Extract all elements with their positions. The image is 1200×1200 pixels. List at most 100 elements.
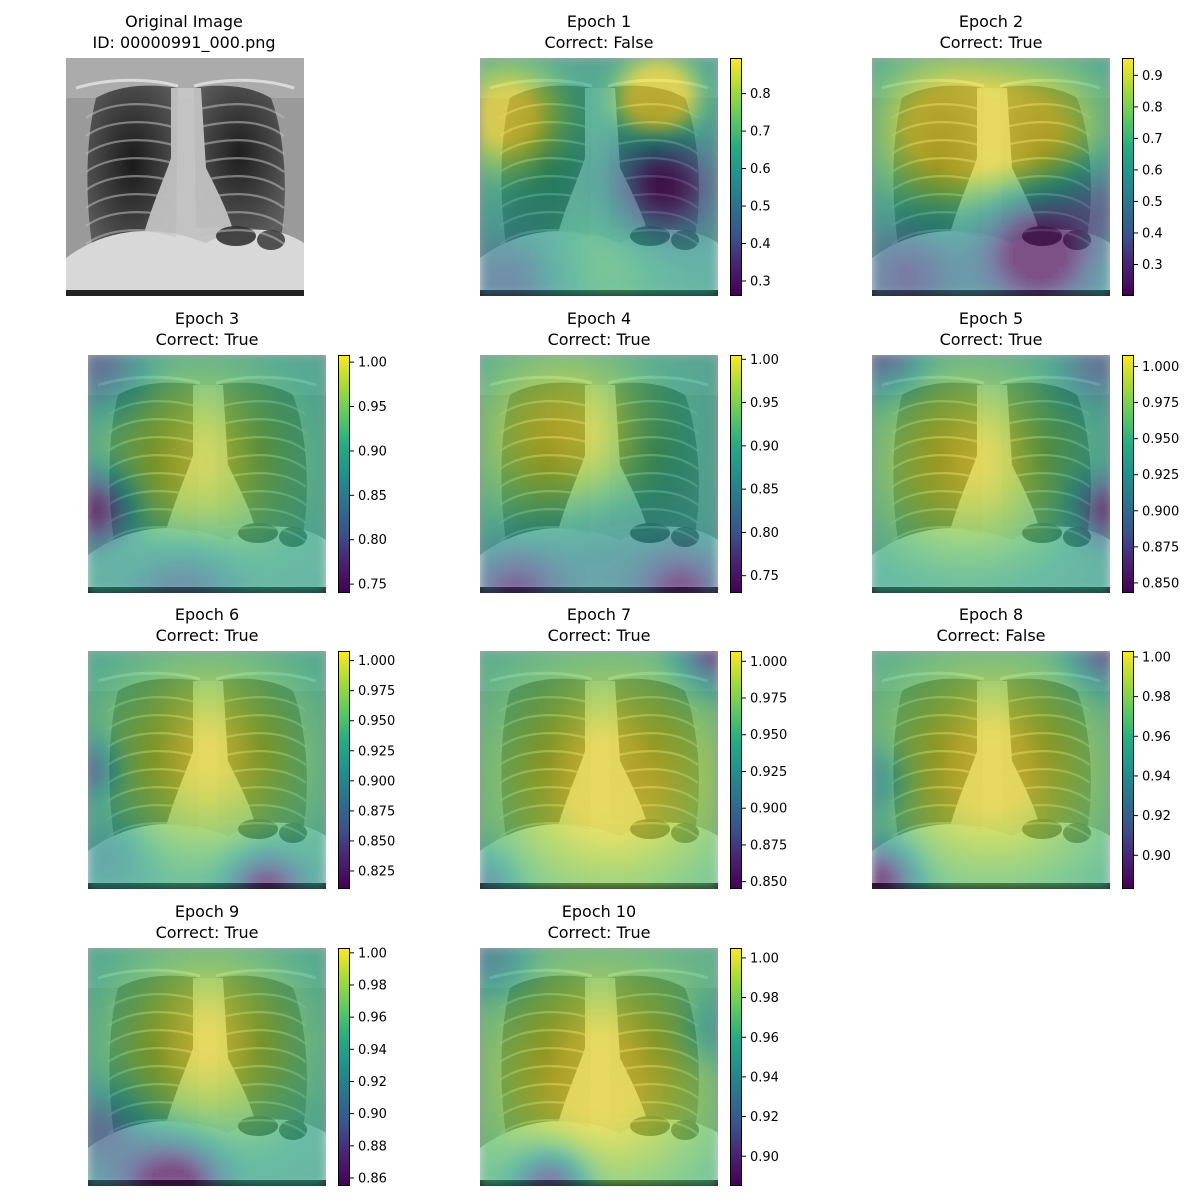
heatmap-cell [906,274,915,283]
heatmap-cell [675,508,684,517]
heatmap-cell [1081,134,1090,143]
heatmap-cell [640,536,649,545]
heatmap-cell [584,92,593,101]
heatmap-cell [528,281,537,290]
heatmap-cell [577,459,586,468]
heatmap-cell [955,106,964,115]
heatmap-cell [591,85,600,94]
heatmap-cell [570,190,579,199]
heatmap-cell [241,368,250,377]
heatmap-cell [88,480,96,489]
heatmap-cell [955,134,964,143]
heatmap-cell [591,113,600,122]
heatmap-cell [1067,253,1076,262]
heatmap-cell [507,113,516,122]
heatmap-cell [983,267,992,276]
heatmap-cell [528,508,537,517]
heatmap-cell [654,64,663,73]
heatmap-cell [178,543,187,552]
heatmap-cell [570,438,579,447]
heatmap-cell [297,508,306,517]
heatmap-cell [283,410,292,419]
heatmap-cell [556,218,565,227]
heatmap-cell [542,389,551,398]
heatmap-cell [955,368,964,377]
heatmap-cell [143,585,152,593]
heatmap-cell [1060,239,1069,248]
heatmap-cell [612,466,621,475]
heatmap-cell [619,64,628,73]
heatmap-cell [94,557,103,566]
heatmap-cell [563,557,572,566]
heatmap-cell [1060,71,1069,80]
heatmap-cell [892,246,901,255]
heatmap-cell [528,417,537,426]
heatmap-cell [941,78,950,87]
heatmap-cell [976,267,985,276]
heatmap-cell [115,355,124,363]
heatmap-cell [1046,58,1055,66]
heatmap-cell [521,487,530,496]
heatmap-cell [584,239,593,248]
heatmap-cell [640,204,649,213]
heatmap-cell [696,438,705,447]
heatmap-cell [185,522,194,531]
heatmap-cell [1025,120,1034,129]
heatmap-cell [514,403,523,412]
heatmap-cell [626,120,635,129]
heatmap-cell [542,106,551,115]
heatmap-cell [480,127,488,136]
heatmap-cell [556,508,565,517]
heatmap-cell [675,274,684,283]
heatmap-cell [486,169,495,178]
heatmap-cell [1102,141,1110,150]
heatmap-cell [563,438,572,447]
heatmap-cell [220,382,229,391]
heatmap-cell [598,564,607,573]
heatmap-cell [927,253,936,262]
heatmap-cell [934,162,943,171]
heatmap-cell [934,232,943,241]
heatmap-cell [1032,113,1041,122]
heatmap-cell [514,204,523,213]
heatmap-cell [913,382,922,391]
heatmap-cell [94,522,103,531]
heatmap-cell [990,99,999,108]
heatmap-cell [577,361,586,370]
heatmap-cell [591,361,600,370]
heatmap-cell [556,424,565,433]
heatmap-cell [248,578,257,587]
heatmap-cell [101,536,110,545]
heatmap-cell [997,190,1006,199]
heatmap-cell [101,522,110,531]
heatmap-cell [661,452,670,461]
heatmap-cell [885,239,894,248]
rib [195,193,285,209]
heatmap-cell [1039,218,1048,227]
heatmap-cell [675,190,684,199]
heatmap-cell [612,424,621,433]
heatmap-cell [507,452,516,461]
heatmap-cell [584,571,593,580]
heatmap-cell [619,232,628,241]
colorbar [730,58,742,296]
heatmap-cell [703,85,712,94]
heatmap-cell [1004,197,1013,206]
heatmap-cell [675,522,684,531]
heatmap-cell [122,564,131,573]
heatmap-cell [682,529,691,538]
heatmap-cell [164,375,173,384]
heatmap-cell [633,508,642,517]
heatmap-cell [948,155,957,164]
heatmap-cell [129,571,138,580]
heatmap-cell [661,267,670,276]
heatmap-cell [696,85,705,94]
heatmap-cell [626,494,635,503]
heatmap-cell [1018,260,1027,269]
heatmap-cell [661,417,670,426]
heatmap-cell [682,127,691,136]
heatmap-overlay-image [872,355,1110,593]
heatmap-cell [962,246,971,255]
heatmap-cell [535,515,544,524]
heatmap-cell [507,260,516,269]
